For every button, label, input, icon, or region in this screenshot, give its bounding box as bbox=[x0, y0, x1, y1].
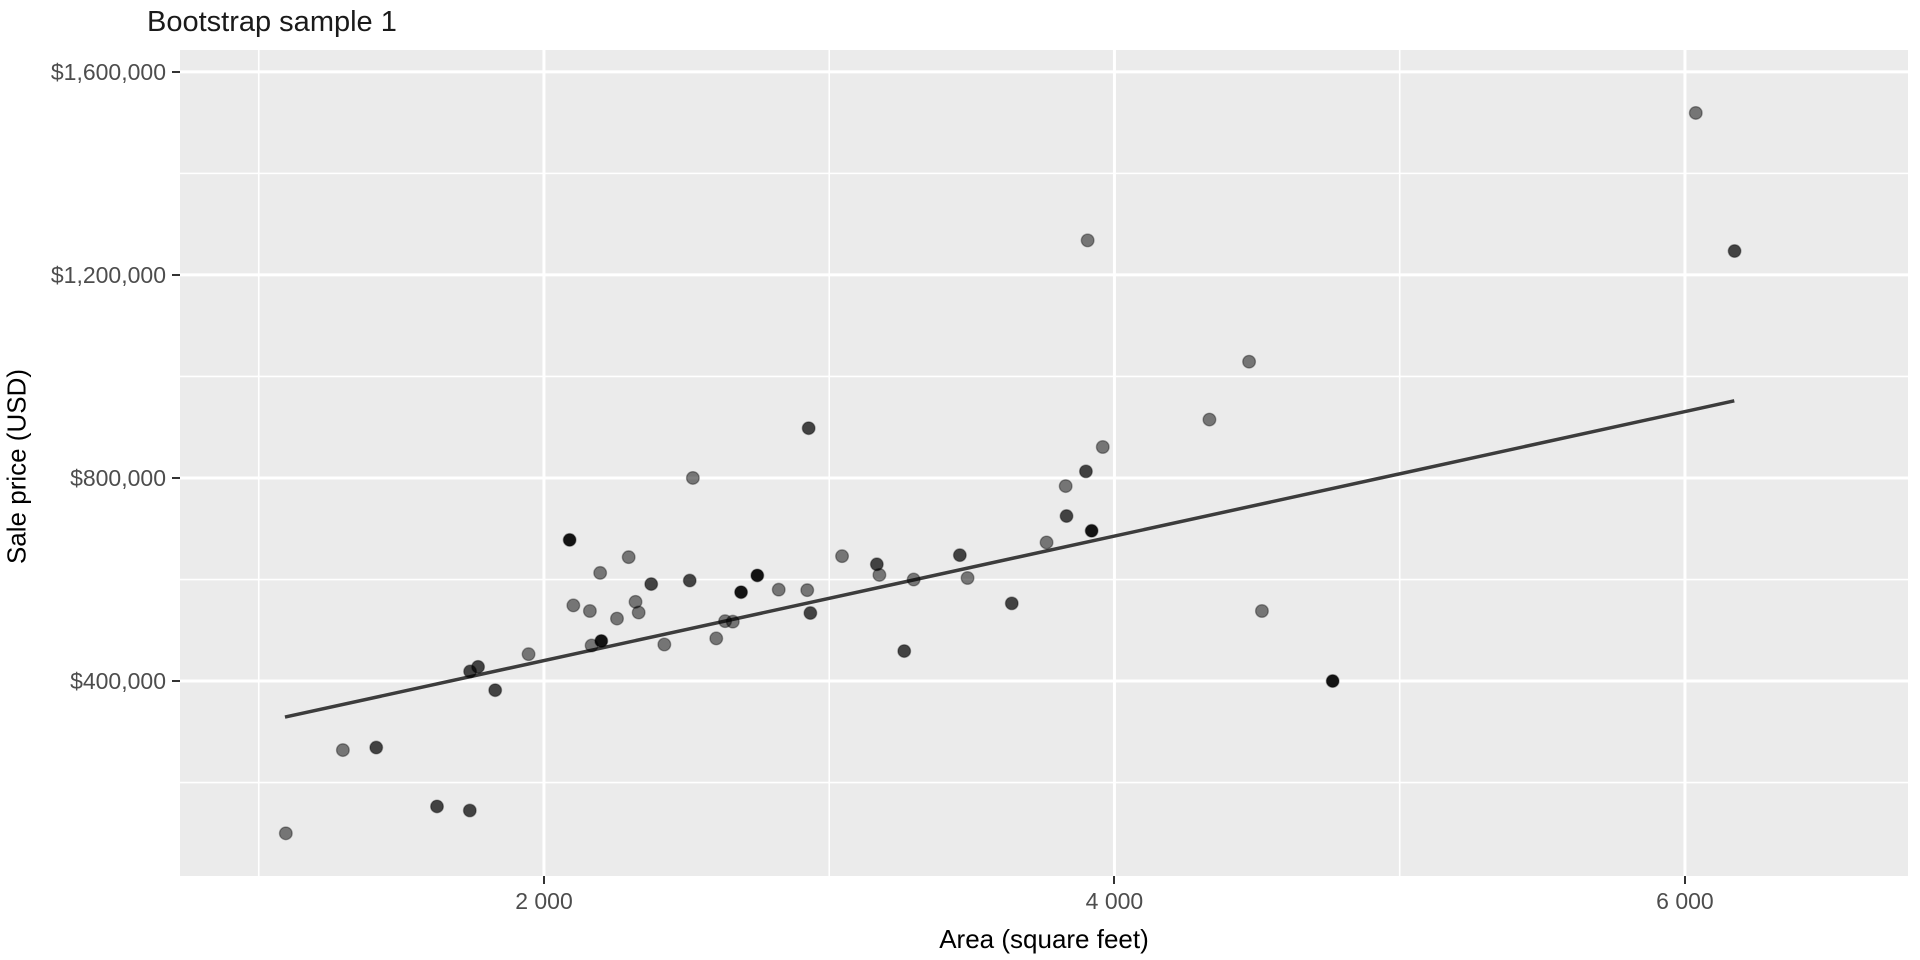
data-point bbox=[800, 583, 815, 598]
data-point bbox=[1727, 244, 1742, 259]
data-point bbox=[1688, 105, 1703, 120]
plot-panel bbox=[180, 50, 1908, 876]
data-point bbox=[872, 567, 887, 582]
data-point bbox=[462, 803, 477, 818]
data-point bbox=[952, 548, 967, 563]
data-point bbox=[582, 603, 597, 618]
data-point bbox=[682, 573, 697, 588]
data-point bbox=[631, 605, 646, 620]
data-point bbox=[335, 743, 350, 758]
chart-title: Bootstrap sample 1 bbox=[147, 6, 397, 38]
data-point bbox=[1325, 674, 1340, 689]
data-point bbox=[593, 565, 608, 580]
data-point bbox=[897, 644, 912, 659]
data-point bbox=[771, 582, 786, 597]
data-point bbox=[835, 549, 850, 564]
data-point bbox=[1059, 509, 1074, 524]
data-point bbox=[1242, 354, 1257, 369]
y-tick-label: $1,600,000 bbox=[50, 58, 166, 85]
data-point bbox=[1254, 603, 1269, 618]
y-tick-mark bbox=[172, 70, 180, 73]
data-point bbox=[734, 585, 749, 600]
data-point bbox=[725, 614, 740, 629]
data-point bbox=[644, 577, 659, 592]
data-point bbox=[369, 740, 384, 755]
x-tick-mark bbox=[1683, 876, 1686, 884]
x-tick-label: 6 000 bbox=[1656, 888, 1714, 914]
data-point bbox=[278, 826, 293, 841]
data-point bbox=[685, 470, 700, 485]
data-point bbox=[906, 572, 921, 587]
y-tick-label: $400,000 bbox=[70, 668, 166, 695]
data-point bbox=[521, 647, 536, 662]
y-tick-mark bbox=[172, 273, 180, 276]
plot-canvas bbox=[180, 50, 1908, 876]
x-axis-title: Area (square feet) bbox=[939, 924, 1149, 954]
data-point bbox=[621, 550, 636, 565]
y-tick-label: $800,000 bbox=[70, 464, 166, 491]
data-point bbox=[1080, 233, 1095, 248]
data-point bbox=[1078, 464, 1093, 479]
data-point bbox=[1039, 535, 1054, 550]
data-point bbox=[1202, 412, 1217, 427]
y-tick-label: $1,200,000 bbox=[50, 261, 166, 288]
data-point bbox=[1004, 596, 1019, 611]
data-point bbox=[960, 570, 975, 585]
x-tick-label: 2 000 bbox=[515, 888, 573, 914]
data-point bbox=[430, 799, 445, 814]
data-point bbox=[801, 421, 816, 436]
data-point bbox=[709, 631, 724, 646]
trend-line bbox=[284, 399, 1735, 719]
data-point bbox=[1058, 479, 1073, 494]
data-point bbox=[609, 611, 624, 626]
data-point bbox=[750, 568, 765, 583]
x-tick-mark bbox=[542, 876, 545, 884]
y-tick-mark bbox=[172, 680, 180, 683]
data-point bbox=[566, 598, 581, 613]
data-point bbox=[657, 637, 672, 652]
data-point bbox=[488, 683, 503, 698]
x-tick-label: 4 000 bbox=[1085, 888, 1144, 914]
data-point bbox=[471, 659, 486, 674]
data-point bbox=[562, 532, 577, 547]
data-point bbox=[1095, 440, 1110, 455]
y-tick-mark bbox=[172, 476, 180, 479]
data-point bbox=[1084, 523, 1099, 538]
data-point bbox=[803, 606, 818, 621]
x-tick-mark bbox=[1113, 876, 1116, 884]
data-point bbox=[594, 633, 609, 648]
